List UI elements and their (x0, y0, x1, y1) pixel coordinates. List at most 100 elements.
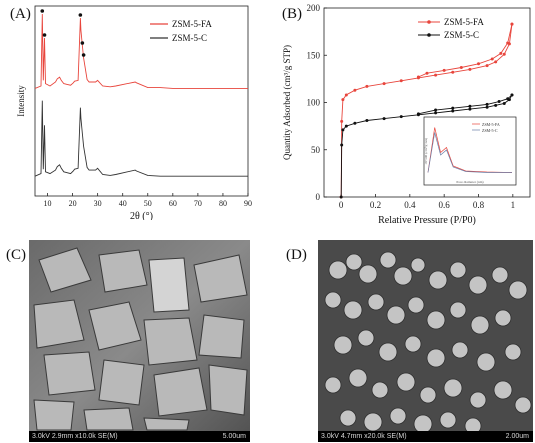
isotherm-point (468, 104, 472, 108)
isotherm-chart: 0 0.2 0.4 0.6 0.8 1 0 50 100 150 200 Relative Press… (282, 3, 531, 226)
isotherm-point (502, 52, 506, 56)
isotherm-point (510, 93, 514, 97)
isotherm-point (344, 93, 348, 97)
y-tick-label-b: 200 (307, 3, 321, 13)
x-axis-label-b: Relative Pressure (P/P0) (378, 215, 476, 226)
sem-params-c: 3.0kV 2.9mm x10.0k SE(M) (32, 433, 118, 440)
y-tick-label-b: 50 (311, 145, 321, 155)
isotherm-point (497, 100, 501, 104)
isotherm-point (416, 112, 420, 116)
isotherm-point (353, 121, 357, 125)
xrd-chart: 10 20 30 40 50 60 70 80 90 2θ (°) Intensity ZSM-5-F… (16, 5, 252, 220)
legend-marker-b (427, 33, 431, 37)
isotherm-point (434, 111, 438, 115)
xrd-line-zsm-5-c (34, 100, 248, 177)
plot-frame-a (34, 5, 249, 197)
xrd-line-zsm-5-fa (34, 13, 248, 89)
legend-label-a: ZSM-5-FA (172, 19, 212, 29)
x-tick-label-a: 10 (44, 199, 52, 208)
peak-marker (78, 13, 83, 17)
x-tick-label-a: 30 (94, 199, 102, 208)
panel-label-b: (B) (282, 6, 302, 22)
isotherm-point (451, 106, 455, 110)
inset-frame (423, 116, 517, 186)
isotherm-point (434, 73, 438, 77)
isotherm-point (434, 108, 438, 112)
x-tick-label-b: 0.4 (404, 200, 416, 210)
isotherm-point (451, 70, 455, 74)
isotherm-point (416, 75, 420, 79)
isotherm-point (425, 71, 429, 75)
inset-x-label: Pore diameter (nm) (456, 180, 484, 184)
x-tick-label-a: 50 (144, 199, 152, 208)
sem-params-d: 3.0kV 4.7mm x20.0k SE(M) (321, 433, 407, 440)
inset-line (427, 127, 513, 173)
y-tick-label-b: 0 (316, 192, 321, 202)
isotherm-point (339, 195, 343, 199)
peak-marker (40, 9, 45, 13)
peak-marker (80, 41, 85, 45)
isotherm-point (344, 124, 348, 128)
x-tick-label-a: 90 (244, 199, 252, 208)
y-axis-label-b: Quantity Adsorbed (cm³/g STP) (282, 45, 292, 160)
isotherm-point (399, 115, 403, 119)
isotherm-point (494, 103, 498, 107)
isotherm-point (382, 82, 386, 86)
legend-label-a: ZSM-5-C (172, 33, 207, 43)
isotherm-point (485, 102, 489, 106)
inset-legend-label: ZSM-5-C (482, 128, 498, 133)
isotherm-point (451, 109, 455, 113)
x-tick-label-b: 1 (511, 200, 516, 210)
sem-image-d: 3.0kV 4.7mm x20.0k SE(M) 2.00um (318, 240, 533, 442)
x-tick-label-b: 0.6 (439, 200, 451, 210)
legend-marker-b (427, 20, 431, 24)
isotherm-point (340, 119, 344, 123)
isotherm-point (340, 143, 344, 147)
isotherm-point (502, 101, 506, 105)
x-tick-label-a: 80 (219, 199, 227, 208)
panel-label-d: (D) (286, 247, 307, 263)
peak-marker (81, 53, 86, 57)
legend-label-b: ZSM-5-FA (444, 17, 484, 27)
x-tick-label-a: 40 (119, 199, 127, 208)
isotherm-point (499, 51, 503, 55)
sem-image-c: 3.0kV 2.9mm x10.0k SE(M) 5.00um (29, 240, 250, 442)
sem-micrograph-d (318, 240, 533, 442)
isotherm-point (442, 68, 446, 72)
isotherm-point (468, 67, 472, 71)
x-tick-label-a: 20 (69, 199, 77, 208)
isotherm-point (490, 57, 494, 61)
x-tick-label-a: 60 (169, 199, 177, 208)
isotherm-point (399, 79, 403, 83)
isotherm-point (506, 97, 510, 101)
x-tick-label-a: 70 (194, 199, 202, 208)
isotherm-point (341, 128, 345, 132)
sem-info-bar-d: 3.0kV 4.7mm x20.0k SE(M) 2.00um (318, 431, 533, 442)
isotherm-point (510, 22, 514, 26)
isotherm-point (365, 84, 369, 88)
isotherm-point (382, 117, 386, 121)
isotherm-point (468, 107, 472, 111)
inset-legend-label: ZSM-5-FA (482, 122, 500, 127)
legend-label-b: ZSM-5-C (444, 30, 479, 40)
isotherm-point (459, 66, 463, 70)
y-axis-label-a: Intensity (16, 85, 26, 117)
inset-y-label: dV/dD (cm³/g·nm) (424, 137, 428, 164)
x-tick-label-b: 0.8 (473, 200, 485, 210)
sem-scale-label-d: 2.00um (505, 433, 529, 440)
isotherm-point (485, 105, 489, 109)
y-tick-label-b: 100 (307, 98, 321, 108)
x-axis-label-a: 2θ (°) (130, 211, 153, 220)
isotherm-point (477, 62, 480, 66)
sem-info-bar-c: 3.0kV 2.9mm x10.0k SE(M) 5.00um (29, 431, 250, 442)
isotherm-point (494, 60, 498, 64)
sem-scale-label-c: 5.00um (222, 433, 246, 440)
x-tick-label-b: 0.2 (370, 200, 381, 210)
inset-line (427, 132, 512, 173)
isotherm-point (353, 88, 357, 92)
isotherm-point (341, 98, 345, 102)
y-tick-label-b: 150 (307, 50, 321, 60)
peak-marker (42, 33, 47, 37)
isotherm-point (485, 64, 489, 68)
isotherm-point (365, 118, 369, 122)
